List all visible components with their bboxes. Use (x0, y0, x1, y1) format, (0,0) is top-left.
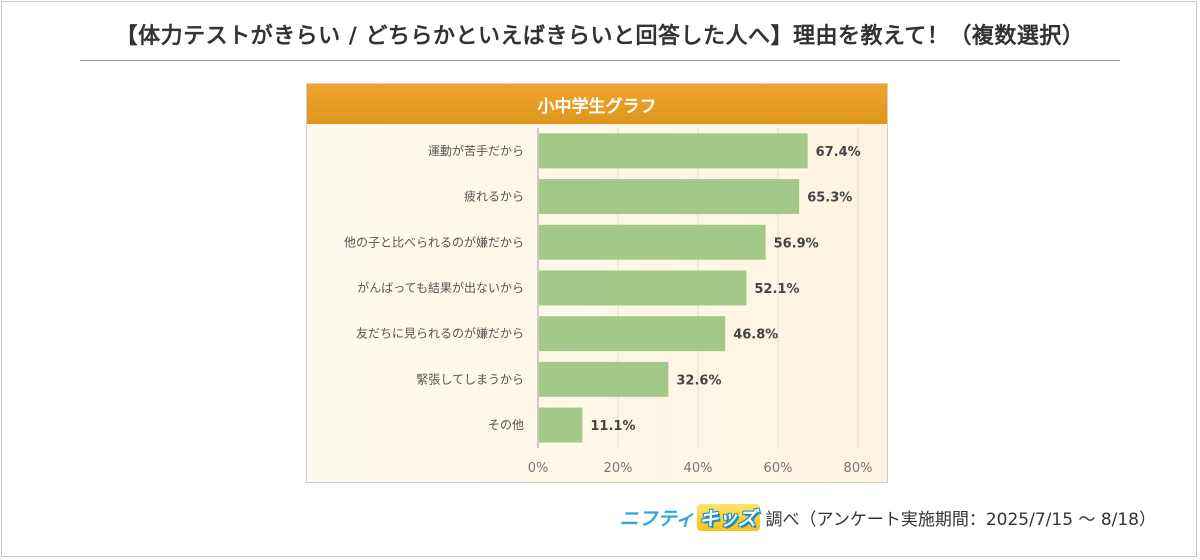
value-label-1: 67.4% (816, 145, 861, 160)
category-label-4: がんばっても結果が出ないから (357, 280, 524, 295)
x-tick-label-0: 0% (528, 461, 549, 476)
credit-text: 調べ（アンケート実施期間：2025/7/15 ～ 8/18） (765, 510, 1156, 530)
bar-3 (539, 224, 766, 260)
chart-title: 小中学生グラフ (307, 84, 887, 124)
logo-text-nifty: ニフティ (619, 508, 695, 530)
x-tick-label-20: 20% (604, 461, 633, 476)
category-label-6: 緊張してしまうから (416, 372, 524, 386)
bar-2 (539, 179, 800, 215)
x-tick-label-80: 80% (844, 461, 873, 476)
chart-panel: 小中学生グラフ 運動が苦手だから 67.4% 疲れるから 65.3% 他の子と比べられる… (306, 83, 888, 483)
value-label-4: 52.1% (754, 282, 799, 297)
nifty-kids-logo: ニフティ キッズ (620, 504, 760, 531)
bar-chart: 運動が苦手だから 67.4% 疲れるから 65.3% 他の子と比べられるのが嫌だから 56… (344, 128, 873, 476)
x-tick-label-40: 40% (684, 461, 713, 476)
bar-4 (539, 270, 747, 306)
category-label-5: 友だちに見られるのが嫌だから (356, 326, 524, 341)
value-label-3: 56.9% (774, 236, 819, 251)
bar-1 (539, 133, 808, 169)
bar-6 (539, 361, 669, 397)
bar-7 (539, 407, 583, 443)
x-tick-label-60: 60% (764, 461, 793, 476)
value-label-5: 46.8% (733, 328, 778, 343)
value-label-6: 32.6% (676, 373, 721, 388)
title-divider (80, 60, 1120, 61)
credit-line: ニフティ キッズ 調べ（アンケート実施期間：2025/7/15 ～ 8/18） (620, 504, 1156, 531)
value-label-7: 11.1% (590, 419, 635, 434)
category-label-7: その他 (488, 418, 524, 432)
category-label-1: 運動が苦手だから (428, 143, 524, 158)
category-label-3: 他の子と比べられるのが嫌だから (344, 234, 524, 249)
category-label-2: 疲れるから (464, 189, 524, 204)
page-title: 【体力テストがきらい / どちらかといえばきらいと回答した人へ】理由を教えて！（… (115, 24, 1085, 49)
bar-5 (539, 316, 726, 352)
logo-text-kids: キッズ (696, 504, 760, 531)
value-label-2: 65.3% (807, 191, 852, 206)
